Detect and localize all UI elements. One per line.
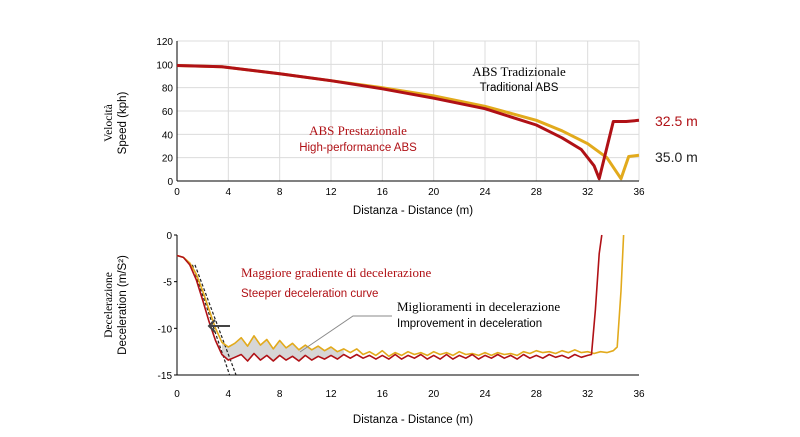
speed-series	[176, 64, 640, 181]
improvement-label-en: Improvement in deceleration	[397, 318, 542, 330]
speed-y-axis-label-en: Speed (kph)	[117, 92, 129, 155]
deceleration-y-axis-label-it: Decelerazione	[103, 272, 115, 338]
steeper-gradient-label-it: Maggiore gradiente di decelerazione	[241, 265, 431, 280]
speed-x-tick-label: 8	[277, 187, 283, 198]
deceleration-line-traditional	[176, 234, 625, 358]
x-axis-label-bottom: Distanza - Distance (m)	[353, 414, 473, 426]
speed-x-tick-label: 16	[377, 187, 389, 198]
deceleration-x-tick-label: 0	[174, 389, 180, 400]
deceleration-x-tick-label: 36	[633, 389, 645, 400]
deceleration-y-tick-label: 0	[166, 231, 172, 242]
speed-x-tick-label: 4	[226, 187, 232, 198]
speed-axes	[176, 41, 639, 182]
deceleration-x-tick-label: 16	[377, 389, 389, 400]
speed-grid	[176, 40, 640, 182]
deceleration-series	[176, 234, 625, 362]
speed-x-tick-label: 32	[582, 187, 594, 198]
speed-y-tick-label: 80	[162, 84, 174, 95]
speed-y-tick-label: 40	[162, 130, 174, 141]
speed-x-tick-label: 36	[633, 187, 645, 198]
deceleration-axes	[174, 234, 639, 376]
deceleration-x-tick-label: 20	[428, 389, 440, 400]
legend-high-performance-it: ABS Prestazionale	[309, 123, 407, 138]
deceleration-x-tick-label: 12	[325, 389, 337, 400]
deceleration-x-tick-label: 4	[226, 389, 232, 400]
speed-chart: 0 20 40 60 80 100 120 0 4 8 12 16 20 24 28 32 36 Distanz…	[103, 37, 698, 217]
speed-x-tick-label: 0	[174, 187, 180, 198]
stop-distance-high-performance: 32.5 m	[655, 113, 698, 129]
deceleration-y-tick-label: -5	[163, 278, 172, 289]
speed-y-tick-label: 20	[162, 154, 174, 165]
legend-traditional-en: Traditional ABS	[480, 82, 559, 94]
dashed-guide-traditional	[194, 264, 237, 376]
speed-x-tick-label: 28	[531, 187, 543, 198]
speed-x-tick-label: 24	[479, 187, 491, 198]
deceleration-y-axis-label-en: Deceleration (m/S²)	[117, 255, 129, 355]
speed-tick-labels: 0 20 40 60 80 100 120 0 4 8 12 16 20 24 28 32 36	[156, 37, 645, 198]
speed-y-axis-label-it: Velocità	[103, 104, 115, 142]
legend-traditional-it: ABS Tradizionale	[472, 64, 566, 79]
stop-distance-traditional: 35.0 m	[655, 149, 698, 165]
deceleration-x-tick-label: 24	[479, 389, 491, 400]
steeper-gradient-marker	[207, 319, 230, 333]
speed-line-high-performance	[176, 64, 640, 181]
speed-y-tick-label: 100	[156, 60, 173, 71]
dashed-guide-high-performance	[191, 264, 231, 376]
speed-x-axis-label: Distanza - Distance (m)	[353, 205, 473, 217]
speed-y-tick-label: 120	[156, 37, 173, 48]
deceleration-y-tick-label: -10	[158, 324, 173, 335]
speed-line-traditional	[176, 64, 640, 181]
speed-y-tick-label: 60	[162, 107, 174, 118]
improvement-pointer-line	[299, 315, 392, 353]
speed-x-tick-label: 20	[428, 187, 440, 198]
deceleration-line-high-performance	[176, 234, 603, 362]
deceleration-y-tick-label: -15	[158, 371, 173, 382]
deceleration-chart: 0-5-10-150 4 8 12 16 20 24 28 32 36 Distanza - Di…	[103, 231, 645, 426]
speed-y-tick-label: 0	[167, 177, 173, 188]
deceleration-tick-labels: 0-5-10-150 4 8 12 16 20 24 28 32 36	[158, 231, 645, 400]
speed-x-tick-label: 12	[325, 187, 337, 198]
deceleration-x-tick-label: 8	[277, 389, 283, 400]
deceleration-x-tick-label: 32	[582, 389, 594, 400]
deceleration-x-tick-label: 28	[531, 389, 543, 400]
legend-high-performance-en: High-performance ABS	[299, 142, 417, 154]
improvement-label-it: Miglioramenti in decelerazione	[397, 299, 560, 314]
steeper-gradient-label-en: Steeper deceleration curve	[241, 288, 378, 300]
